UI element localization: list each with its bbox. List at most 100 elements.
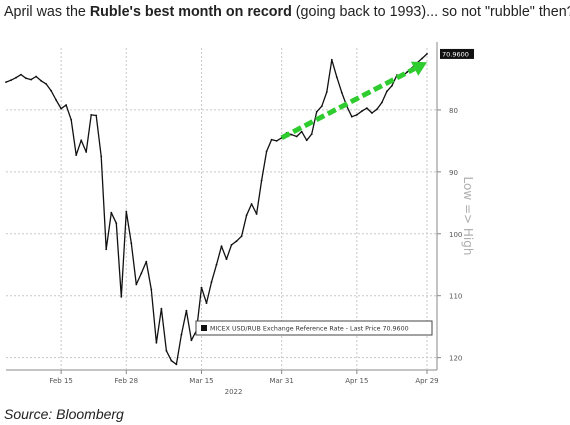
data-point (335, 76, 338, 78)
data-point (65, 104, 67, 106)
y-tick-label: 80 (449, 107, 458, 115)
series-layer (5, 53, 428, 366)
data-point (10, 79, 12, 82)
x-tick-label: Feb 15 (49, 377, 73, 385)
legend-box (195, 320, 433, 336)
headline-pre: April was the (4, 4, 90, 20)
data-point (70, 118, 73, 121)
data-point (115, 222, 118, 225)
data-point (180, 333, 183, 336)
data-point (290, 133, 293, 136)
data-point (245, 214, 248, 217)
chart-area: 80 90 100 110 120 Feb 15 Feb 28 Mar 15 Mar 31 Apr… (0, 30, 570, 405)
grid-layer (6, 42, 438, 371)
y-tick-label: 120 (449, 355, 462, 363)
data-point (30, 78, 32, 81)
data-point (250, 203, 253, 205)
data-point (25, 77, 27, 80)
annotation-layer: 70.9600 (280, 48, 474, 141)
data-point (421, 57, 423, 60)
data-point (175, 363, 178, 366)
last-price-label: 70.9600 (442, 50, 469, 58)
data-point (45, 83, 47, 85)
data-point (120, 296, 123, 298)
data-point (235, 240, 238, 243)
data-point (85, 151, 88, 153)
data-point (155, 341, 158, 344)
data-point (200, 286, 203, 289)
data-point (130, 242, 133, 245)
data-point (325, 91, 328, 93)
data-point (220, 245, 223, 248)
y-tick-label: 100 (449, 231, 462, 239)
data-point (140, 272, 143, 275)
data-point (275, 140, 278, 142)
data-point (5, 81, 7, 83)
last-price-box (440, 48, 474, 59)
year-label: 2022 (225, 388, 243, 396)
trend-arrow-shaft (280, 66, 416, 141)
data-point (381, 101, 383, 104)
data-point (190, 339, 193, 342)
data-point (310, 133, 313, 135)
data-point (305, 139, 308, 142)
x-tick-label: Apr 29 (415, 377, 438, 385)
data-point (360, 110, 363, 113)
data-point (75, 154, 78, 156)
legend-label: MICEX USD/RUB Exchange Reference Rate - … (210, 326, 409, 333)
x-tick-label: Feb 28 (115, 377, 139, 385)
x-tick-label: Mar 31 (269, 377, 293, 385)
data-point (15, 76, 17, 79)
data-point (255, 213, 258, 215)
data-point (340, 91, 343, 94)
data-point (125, 210, 128, 213)
data-point (135, 283, 138, 286)
x-tick-label: Mar 15 (189, 377, 213, 385)
data-point (160, 307, 163, 310)
data-point (406, 71, 408, 74)
legend-swatch (201, 325, 207, 331)
data-point (150, 288, 153, 291)
data-point (350, 115, 353, 118)
data-point (90, 114, 93, 116)
data-point (185, 309, 188, 312)
data-point (40, 79, 42, 82)
y-tick-label: 90 (449, 169, 458, 177)
headline-post: (going back to 1993)... so not "rubble" … (291, 4, 570, 20)
data-point (426, 53, 428, 55)
data-point (50, 89, 52, 92)
data-point (165, 349, 168, 352)
data-point (95, 114, 98, 117)
data-point (355, 114, 358, 116)
data-point (240, 235, 243, 238)
data-point (170, 359, 173, 362)
x-tick-label: Apr 15 (345, 377, 368, 385)
data-point (376, 108, 378, 111)
data-point (225, 258, 228, 261)
data-point (330, 58, 333, 61)
data-point (295, 135, 298, 138)
data-point (386, 90, 388, 93)
data-point (371, 112, 373, 114)
data-point (35, 75, 37, 78)
data-point (260, 179, 263, 182)
tick-layer: 80 90 100 110 120 Feb 15 Feb 28 Mar 15 Mar 31 Apr… (49, 107, 475, 396)
series-line (5, 53, 428, 366)
data-point (215, 263, 218, 266)
data-point (60, 107, 62, 110)
data-point (105, 248, 108, 251)
data-point (315, 110, 318, 113)
data-point (20, 73, 22, 76)
data-point (265, 150, 268, 153)
data-point (230, 244, 233, 246)
y-axis-title: Low => High (461, 177, 475, 256)
data-point (300, 130, 303, 133)
headline-bold: Ruble's best month on record (89, 4, 292, 20)
data-point (210, 281, 213, 283)
data-point (205, 302, 208, 304)
y-tick-label: 110 (449, 293, 462, 301)
legend-layer: MICEX USD/RUB Exchange Reference Rate - … (195, 320, 433, 336)
data-point (145, 260, 148, 263)
data-point (366, 107, 368, 109)
headline: April was the Ruble's best month on reco… (4, 2, 570, 22)
